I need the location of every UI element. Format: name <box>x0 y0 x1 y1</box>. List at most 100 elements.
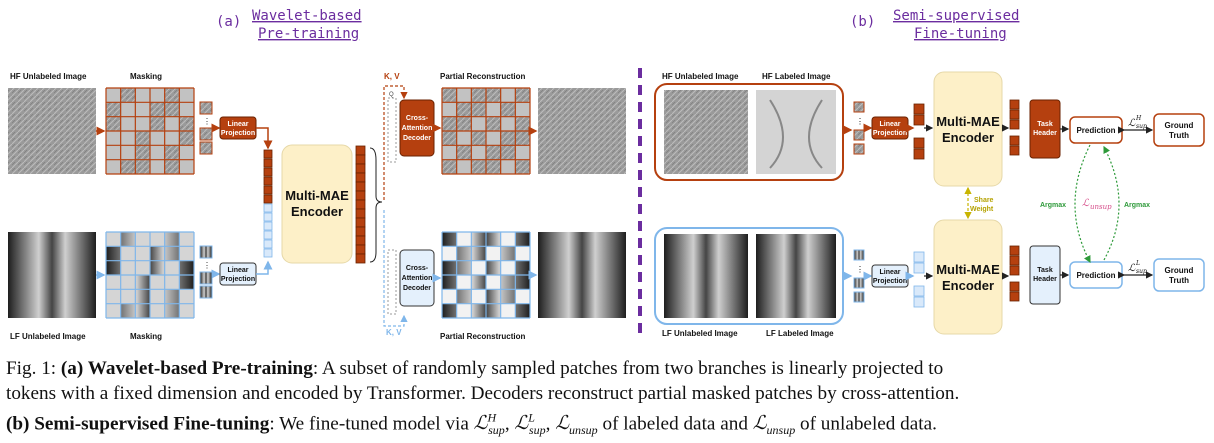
reconstructed-hf-image <box>538 88 626 174</box>
figure-caption: Fig. 1: (a) Wavelet-based Pre-training: … <box>6 356 1208 443</box>
lf-labeled-label: LF Labeled Image <box>766 329 834 338</box>
encoded-token-column-lf-b <box>1009 245 1020 302</box>
partial-reconstruction-lf <box>441 231 531 319</box>
svg-text:Truth: Truth <box>1169 131 1189 140</box>
encoded-token-column-a <box>355 145 366 264</box>
token-column-a <box>263 149 273 258</box>
token-column-hf-b <box>913 103 925 160</box>
masking-label-bottom: Masking <box>130 332 162 341</box>
multi-mae-encoder-lf-b: Multi-MAE Encoder <box>933 219 1003 335</box>
svg-text:Semi-supervised: Semi-supervised <box>893 8 1019 24</box>
lf-image-group-b <box>654 227 844 325</box>
svg-text:ℒ: ℒ <box>1128 263 1136 274</box>
loss-sup-h: ℒ H sup <box>1128 115 1147 130</box>
prediction-hf: Prediction <box>1069 116 1123 144</box>
loss-sup-l: ℒ L sup <box>1128 260 1147 275</box>
svg-text:Projection: Projection <box>221 276 255 283</box>
linear-projection-hf-a: Linear Projection <box>219 116 257 140</box>
svg-text:Linear: Linear <box>879 121 900 128</box>
svg-text:Encoder: Encoder <box>942 130 994 145</box>
svg-text:Wavelet-based: Wavelet-based <box>252 8 362 24</box>
ground-truth-hf: Ground Truth <box>1153 113 1205 147</box>
svg-text:Linear: Linear <box>227 267 248 274</box>
svg-text:Multi-MAE: Multi-MAE <box>936 262 1000 277</box>
partial-reconstruction-hf <box>441 87 531 175</box>
svg-text:sup: sup <box>1136 268 1147 275</box>
lf-unlabeled-label-a: LF Unlabeled Image <box>10 332 86 341</box>
hf-patch-stack-b: ⋮ <box>853 101 865 155</box>
prediction-lf: Prediction <box>1069 261 1123 289</box>
svg-text:Fine-tuning: Fine-tuning <box>914 26 1007 42</box>
svg-text:L: L <box>1135 260 1140 267</box>
svg-text:Projection: Projection <box>873 278 907 285</box>
argmax-unsup-loop: Argmax Argmax ℒ unsup <box>1040 144 1150 264</box>
svg-text:ℒ: ℒ <box>1128 118 1136 129</box>
cross-attention-decoder-lf: Cross- Attention Decoder <box>399 249 435 307</box>
section-a-heading: (a) Wavelet-based Pre-training <box>216 8 362 42</box>
svg-text:Pre-training: Pre-training <box>258 26 359 42</box>
architecture-figure: (a) Wavelet-based Pre-training (b) Semi-… <box>8 8 1205 341</box>
svg-text:Ground: Ground <box>1165 266 1194 275</box>
svg-text:Ground: Ground <box>1165 121 1194 130</box>
caption-line-2: tokens with a fixed dimension and encode… <box>6 383 960 404</box>
lf-patch-stack: ⋮ <box>199 245 213 299</box>
svg-text:Weight: Weight <box>970 206 994 213</box>
svg-text:Share: Share <box>974 197 994 204</box>
svg-text:(b): (b) <box>850 14 875 30</box>
svg-text:Attention: Attention <box>402 125 433 132</box>
lf-unlabeled-image-a <box>8 232 96 318</box>
svg-text:Argmax: Argmax <box>1040 202 1066 209</box>
multi-mae-encoder-a: Multi-MAE Encoder <box>281 144 353 264</box>
reconstructed-lf-image <box>538 232 626 318</box>
linear-projection-hf-b: Linear Projection <box>871 116 909 140</box>
svg-text:Multi-MAE: Multi-MAE <box>936 114 1000 129</box>
svg-text:⋮: ⋮ <box>203 117 211 126</box>
caption-line-3: (b) Semi-supervised Fine-tuning: We fine… <box>6 411 937 438</box>
svg-text:H: H <box>1135 115 1142 122</box>
svg-text:Projection: Projection <box>873 130 907 137</box>
svg-text:Truth: Truth <box>1169 276 1189 285</box>
svg-text:sup: sup <box>1136 123 1147 130</box>
svg-text:Task: Task <box>1037 121 1053 128</box>
hf-labeled-label: HF Labeled Image <box>762 72 831 81</box>
task-header-hf: Task Header <box>1029 99 1061 159</box>
svg-text:Multi-MAE: Multi-MAE <box>285 188 349 203</box>
partial-recon-label-top: Partial Reconstruction <box>440 72 525 81</box>
hf-unlabeled-image-a <box>8 88 96 174</box>
svg-text:Task: Task <box>1037 267 1053 274</box>
hf-unlabeled-label-a: HF Unlabeled Image <box>10 72 87 81</box>
svg-text:Cross-: Cross- <box>406 115 429 122</box>
lf-patch-stack-b: ⋮ <box>853 249 865 303</box>
svg-text:Decoder: Decoder <box>403 285 431 292</box>
hf-unlabeled-label-b: HF Unlabeled Image <box>662 72 739 81</box>
cross-attention-decoder-hf: Cross- Attention Decoder <box>399 99 435 157</box>
svg-text:K, V: K, V <box>384 72 400 81</box>
svg-text:Linear: Linear <box>879 269 900 276</box>
svg-text:ℒ: ℒ <box>1082 198 1090 209</box>
svg-text:(a): (a) <box>216 14 241 30</box>
ground-truth-lf: Ground Truth <box>1153 258 1205 292</box>
hf-masking-grid <box>105 87 195 175</box>
section-b-heading: (b) Semi-supervised Fine-tuning <box>850 8 1019 42</box>
lf-masking-grid <box>105 231 195 319</box>
svg-text:Decoder: Decoder <box>403 135 431 142</box>
svg-text:Header: Header <box>1033 130 1057 137</box>
share-weight-link: Share Weight <box>964 186 994 220</box>
svg-text:⋮: ⋮ <box>856 117 864 126</box>
token-column-lf-b <box>913 251 925 308</box>
svg-text:⋮: ⋮ <box>203 261 211 270</box>
svg-text:unsup: unsup <box>1090 203 1112 211</box>
task-header-lf: Task Header <box>1029 245 1061 305</box>
svg-text:Prediction: Prediction <box>1076 271 1115 280</box>
svg-text:Q: Q <box>389 92 394 98</box>
svg-text:⋮: ⋮ <box>856 265 864 274</box>
svg-text:Cross-: Cross- <box>406 265 429 272</box>
svg-text:Prediction: Prediction <box>1076 126 1115 135</box>
hf-patch-stack: ⋮ <box>199 101 213 155</box>
masking-label-top: Masking <box>130 72 162 81</box>
svg-text:Argmax: Argmax <box>1124 202 1150 209</box>
partial-recon-label-bottom: Partial Reconstruction <box>440 332 525 341</box>
svg-text:Header: Header <box>1033 276 1057 283</box>
svg-text:Encoder: Encoder <box>942 278 994 293</box>
svg-text:K, V: K, V <box>386 328 402 337</box>
